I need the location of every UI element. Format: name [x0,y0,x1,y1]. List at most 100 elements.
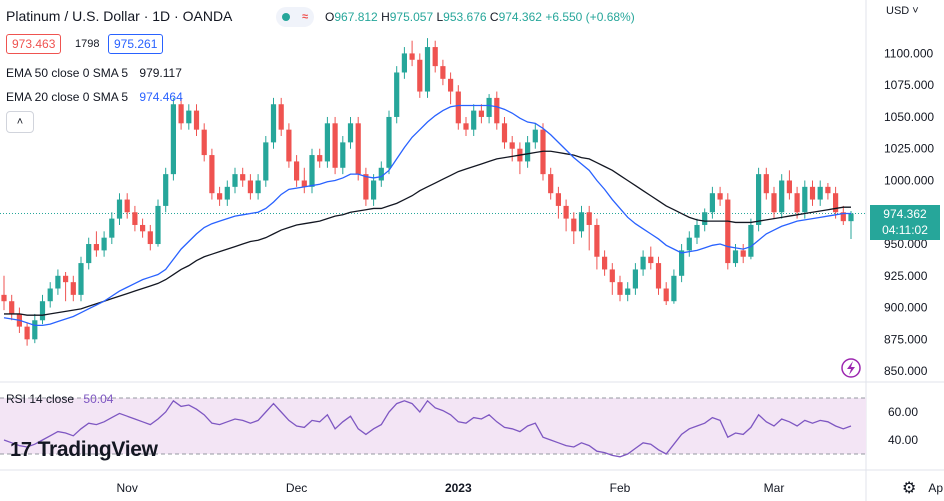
candle-body [602,256,608,270]
candle-body [486,97,492,117]
candle-body [840,212,846,222]
last-price-tag: 974.362 04:11:02 [870,205,940,240]
tradingview-logo[interactable]: 17 TradingView [10,438,158,462]
time-tick-label: 2023 [445,481,472,495]
close-value: 974.362 [498,10,542,24]
gear-icon[interactable]: ⚙ [902,480,917,497]
lightning-bolt-icon [847,361,855,375]
candle-body [124,199,130,213]
candle-body [478,110,484,117]
candle-body [47,288,53,302]
candle-body [586,212,592,225]
candle-body [286,129,292,162]
candle-body [525,142,531,162]
candle-body [632,269,638,289]
candle-body [555,193,561,206]
candle-body [609,269,615,283]
candle-body [679,250,685,276]
candle-body [563,205,569,219]
price-tick-label: 1050.000 [884,110,934,124]
rsi-legend[interactable]: RSI 14 close 50.04 [6,392,113,406]
candle-body [371,180,377,200]
candle-body [270,104,277,143]
candle-body [155,205,161,245]
ema20-line [3,104,851,327]
candle-body [748,224,754,257]
price-tick-label: 900.000 [884,301,928,315]
candle-body [186,110,192,124]
candle-body [39,301,46,321]
ema20-legend[interactable]: EMA 20 close 0 SMA 5 974.464 [6,90,183,104]
candle-body [625,288,631,295]
candle-body [463,123,469,130]
candle-body [201,129,207,156]
candle-body [448,78,454,92]
candle-body [548,174,554,194]
ema20-label: EMA 20 close 0 SMA 5 [6,90,129,104]
candle-body [324,123,330,162]
candle-body [833,193,839,213]
collapse-legend-button[interactable]: ˄ [6,111,34,133]
candle-body [848,213,854,222]
candle-body [771,193,777,213]
candle-body [263,142,269,181]
market-status-flags[interactable]: ≈ [276,7,314,27]
candle-body [301,180,307,187]
candle-body [32,320,38,340]
candle-body [9,301,15,314]
candle-body [255,180,261,194]
candle-body [786,180,792,194]
ema50-legend[interactable]: EMA 50 close 0 SMA 5 979.117 [6,66,182,80]
candle-body [55,275,61,289]
close-label: C [489,10,499,24]
candle-body [417,59,423,92]
ema50-value: 979.117 [139,66,182,80]
low-value: 953.676 [443,10,487,24]
candle-body [794,193,800,213]
candle-body [93,244,99,251]
price-tick-label: 925.000 [884,269,928,283]
candle-body [756,174,762,225]
low-label: L [436,10,444,24]
candle-body [355,123,361,175]
price-tick-label: 1075.000 [884,78,934,92]
candle-body [494,97,500,124]
candle-body [347,123,354,143]
candle-body [686,237,692,251]
bid-button[interactable]: 973.463 [6,34,62,54]
candle-body [247,180,253,194]
price-tick-label: 1000.000 [884,173,934,187]
lightning-icon [841,358,861,378]
price-tick-label: 1100.000 [884,46,933,60]
currency-selector[interactable]: USD ˅ [886,5,919,17]
candle-body [809,186,816,200]
candle-body [702,212,708,225]
candle-body [1,294,7,302]
candle-body [802,186,808,213]
candle-body [340,142,346,168]
symbol-title[interactable]: Platinum / U.S. Dollar · 1D · OANDA [6,8,233,24]
candle-body [140,224,146,232]
candle-body [740,250,746,257]
candle-body [471,110,477,130]
candle-body [240,174,246,181]
time-tick-label: Mar [764,481,785,495]
candle-body [116,199,123,219]
candle-body [170,104,176,175]
candle-body [109,218,115,238]
candle-body [648,256,654,264]
candle-body [440,66,446,79]
rsi-label: RSI 14 close [6,392,75,406]
candle-body [332,123,338,168]
candle-body [132,212,138,225]
market-open-dot-icon [281,13,290,21]
candle-body [209,155,215,194]
candle-body [578,212,585,232]
candle-body [594,224,600,257]
ask-button[interactable]: 975.261 [108,34,164,54]
candle-body [101,237,107,251]
candle-body [394,72,400,117]
price-tick-label: 850.000 [884,364,928,378]
